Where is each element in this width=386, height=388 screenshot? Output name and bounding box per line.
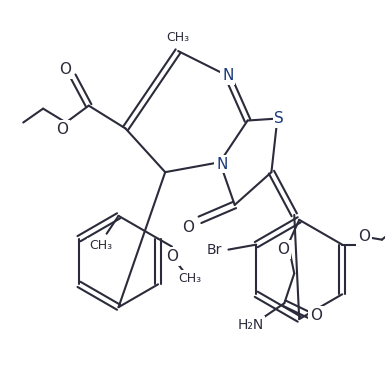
Text: O: O bbox=[182, 220, 194, 235]
Text: N: N bbox=[222, 68, 234, 83]
Text: O: O bbox=[278, 242, 290, 257]
Text: H₂N: H₂N bbox=[237, 318, 264, 332]
Text: N: N bbox=[216, 157, 227, 172]
Text: O: O bbox=[358, 229, 370, 244]
Text: O: O bbox=[310, 308, 322, 323]
Text: CH₃: CH₃ bbox=[89, 239, 112, 252]
Text: CH₃: CH₃ bbox=[178, 272, 201, 285]
Text: CH₃: CH₃ bbox=[166, 31, 190, 43]
Text: S: S bbox=[274, 111, 284, 126]
Text: O: O bbox=[59, 62, 71, 77]
Text: O: O bbox=[56, 122, 68, 137]
Text: O: O bbox=[166, 249, 178, 264]
Text: Br: Br bbox=[207, 242, 222, 256]
